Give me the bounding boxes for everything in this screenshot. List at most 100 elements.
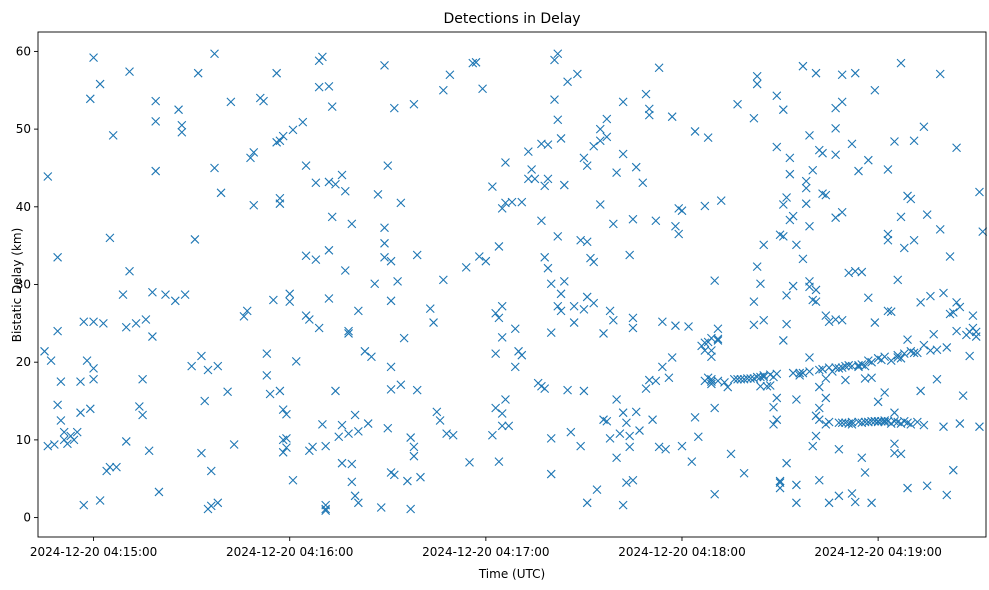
data-point [468, 58, 478, 68]
data-point [821, 190, 831, 200]
data-point [197, 351, 206, 361]
data-point [461, 263, 471, 272]
data-point [197, 448, 206, 458]
data-point [818, 364, 827, 374]
data-point [942, 343, 952, 352]
data-point [282, 433, 291, 443]
data-point [700, 338, 710, 348]
data-point [602, 132, 612, 142]
data-point [801, 183, 811, 193]
data-point [131, 318, 141, 328]
data-point [125, 67, 134, 77]
data-point [523, 174, 533, 184]
data-point [95, 496, 105, 505]
data-point [922, 481, 932, 491]
data-point [350, 410, 360, 420]
data-point [180, 290, 190, 299]
data-point [841, 361, 850, 371]
data-point [661, 444, 671, 454]
x-tick-label: 2024-12-20 04:16:00 [226, 545, 353, 559]
y-tick-label: 10 [16, 433, 31, 447]
data-point [877, 416, 886, 426]
data-point [89, 364, 98, 373]
data-point [43, 172, 53, 181]
data-markers [40, 49, 988, 515]
data-point [203, 365, 213, 375]
x-tick-label: 2024-12-20 04:15:00 [30, 545, 157, 559]
data-point [929, 329, 939, 339]
data-point [141, 315, 151, 324]
data-point [788, 368, 798, 378]
data-point [559, 277, 569, 286]
data-point [664, 373, 674, 383]
data-point [543, 140, 553, 150]
data-point [53, 326, 63, 336]
data-point [821, 393, 831, 403]
data-point [406, 433, 416, 442]
data-point [831, 363, 841, 373]
data-point [811, 431, 821, 441]
data-point [687, 457, 697, 467]
data-point [89, 317, 98, 327]
data-point [870, 85, 880, 95]
data-point [883, 235, 893, 245]
data-point [301, 161, 311, 171]
data-point [85, 94, 95, 104]
data-point [932, 345, 942, 355]
data-point [553, 115, 563, 125]
data-point [824, 317, 834, 327]
data-point [906, 419, 916, 429]
data-point [602, 114, 612, 124]
data-point [792, 480, 801, 490]
data-point [883, 229, 893, 239]
data-point [340, 186, 350, 196]
data-point [628, 475, 638, 485]
data-point [821, 374, 831, 383]
data-point [213, 361, 223, 371]
data-point [667, 112, 677, 122]
data-point [389, 103, 399, 113]
data-point [824, 417, 834, 427]
data-point [883, 306, 893, 316]
x-tick-label: 2024-12-20 04:17:00 [422, 545, 549, 559]
data-point [818, 148, 827, 158]
data-point [710, 276, 720, 286]
data-point [814, 365, 824, 375]
data-point [657, 362, 667, 372]
data-point [409, 451, 419, 461]
chart-title: Detections in Delay [443, 11, 580, 27]
data-point [448, 430, 458, 440]
data-point [788, 281, 798, 291]
data-point [752, 79, 762, 89]
data-point [612, 453, 621, 463]
data-point [726, 449, 736, 459]
data-point [409, 442, 419, 452]
data-point [543, 263, 553, 273]
data-point [919, 122, 929, 132]
data-point [778, 231, 788, 241]
data-point [782, 290, 791, 300]
data-point [909, 136, 919, 146]
data-point [95, 79, 105, 89]
data-point [752, 262, 762, 272]
data-point [926, 291, 935, 301]
data-point [782, 319, 791, 329]
data-point [867, 373, 876, 383]
data-point [608, 315, 618, 325]
data-point [831, 123, 841, 133]
data-point [507, 197, 517, 207]
data-point [337, 458, 347, 468]
data-point [641, 89, 651, 99]
data-point [412, 385, 422, 395]
data-point [416, 472, 425, 482]
data-point [497, 332, 507, 342]
data-point [922, 210, 932, 219]
data-point [494, 313, 504, 323]
data-point [854, 417, 863, 427]
data-point [318, 419, 327, 429]
data-point [46, 356, 56, 366]
data-point [206, 466, 216, 476]
data-point [657, 317, 667, 327]
data-point [210, 163, 219, 173]
data-point [324, 245, 334, 255]
